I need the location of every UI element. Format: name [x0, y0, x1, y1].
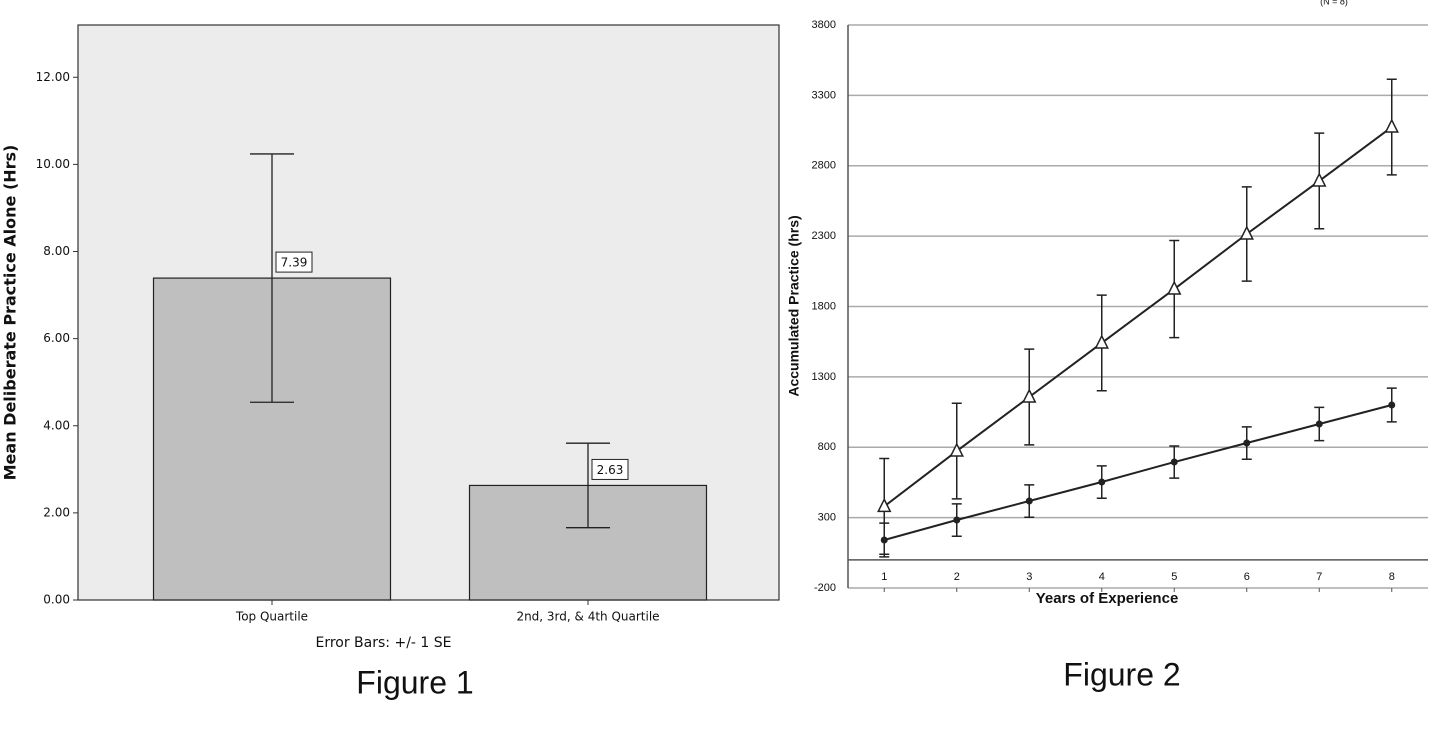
y-tick-label: 0.00	[43, 593, 70, 607]
marker	[1312, 172, 1327, 187]
y-tick-label: -200	[814, 582, 836, 594]
y-tick-label: 8.00	[43, 244, 70, 258]
marker	[953, 516, 961, 524]
marker	[1243, 439, 1251, 447]
marker	[880, 536, 888, 544]
x-axis-label: Years of Experience	[1036, 590, 1179, 607]
x-tick-label: 2nd, 3rd, & 4th Quartile	[516, 610, 659, 624]
error-bar	[566, 442, 610, 529]
y-tick-label: 800	[818, 441, 836, 453]
value-label-box	[275, 251, 313, 273]
y-tick-label: 3300	[812, 89, 836, 101]
y-tick-label: 300	[818, 512, 836, 524]
marker	[1094, 334, 1109, 349]
y-axis-label: Mean Deliberate Practice Alone (Hrs)	[1, 145, 20, 481]
marker	[1022, 388, 1037, 403]
x-tick-label: 3	[1026, 571, 1032, 583]
x-tick-label: 6	[1244, 571, 1250, 583]
y-axis-label: Accumulated Practice (hrs)	[786, 215, 802, 396]
y-tick-label: 4.00	[43, 418, 70, 432]
x-tick-label: 8	[1389, 571, 1395, 583]
y-tick-label: 2.00	[43, 505, 70, 519]
y-tick-label: 1300	[812, 371, 836, 383]
marker	[949, 442, 964, 457]
marker	[877, 497, 892, 513]
x-tick-label: 5	[1171, 571, 1177, 583]
marker	[1167, 280, 1182, 295]
annotation: (N = 8)	[1320, 0, 1348, 6]
x-tick-label: 7	[1316, 571, 1322, 583]
x-tick-label: 1	[881, 571, 887, 583]
y-tick-label: 2300	[812, 230, 836, 242]
y-tick-label: 6.00	[43, 331, 70, 345]
marker	[1388, 401, 1396, 409]
marker	[1025, 497, 1033, 505]
y-tick-label: 3800	[812, 19, 836, 31]
y-tick-label: 1800	[812, 300, 836, 312]
marker	[1170, 458, 1178, 466]
series-line	[883, 126, 1393, 508]
caption: Figure 1	[356, 664, 473, 700]
caption: Figure 2	[1063, 656, 1180, 692]
marker	[1239, 225, 1254, 240]
y-tick-label: 2800	[812, 160, 836, 172]
y-tick-label: 10.00	[36, 157, 70, 171]
value-label: 7.39	[281, 256, 308, 270]
marker	[1098, 478, 1106, 486]
error-bar	[250, 153, 294, 403]
series-line	[883, 404, 1393, 541]
note: Error Bars: +/- 1 SE	[315, 635, 451, 651]
x-tick-label: Top Quartile	[235, 610, 308, 624]
value-label: 2.63	[597, 463, 624, 477]
y-tick-label: 12.00	[36, 70, 70, 84]
marker	[1384, 118, 1399, 133]
value-label-box	[591, 458, 629, 480]
x-tick-label: 4	[1099, 571, 1105, 583]
x-tick-label: 2	[954, 571, 960, 583]
marker	[1315, 420, 1323, 428]
